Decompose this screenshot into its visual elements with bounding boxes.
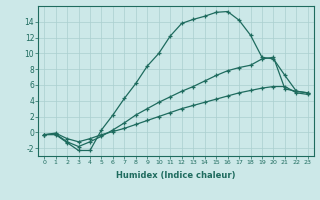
X-axis label: Humidex (Indice chaleur): Humidex (Indice chaleur) (116, 171, 236, 180)
